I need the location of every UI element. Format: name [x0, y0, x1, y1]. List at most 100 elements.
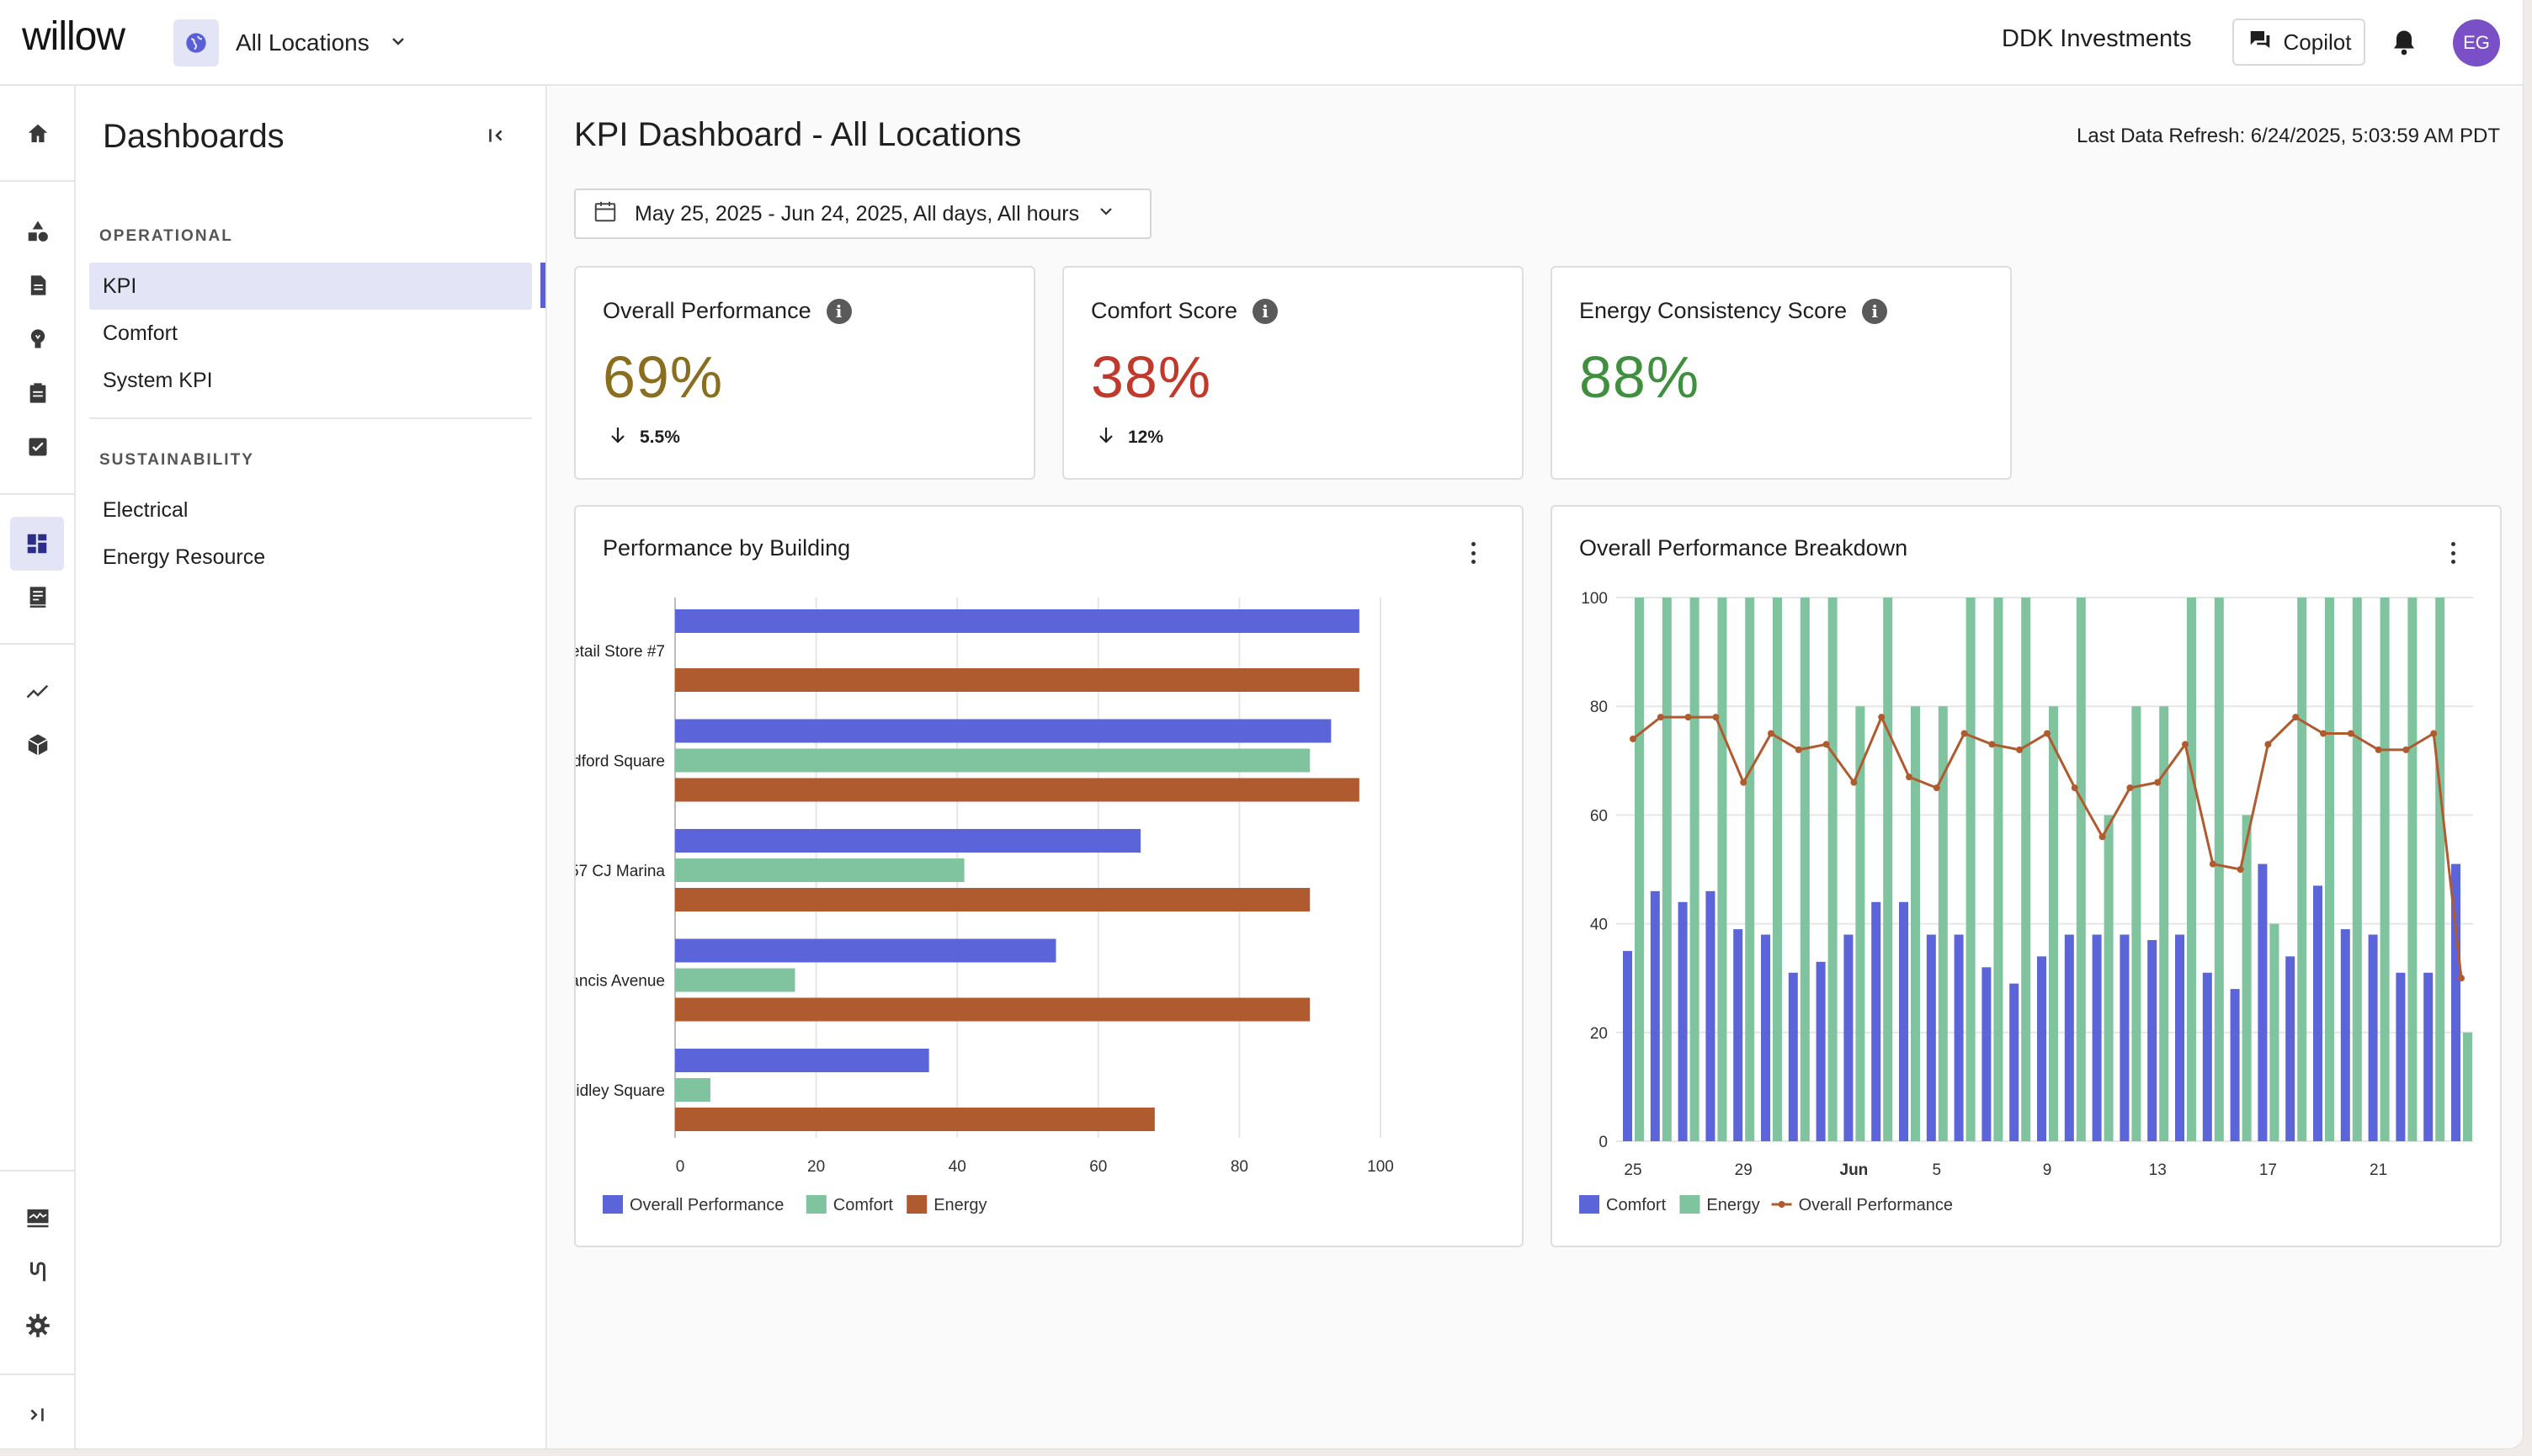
dashboard-icon[interactable]	[10, 517, 64, 571]
bar-energy	[2325, 598, 2334, 1141]
x-tick-label: 9	[2043, 1161, 2052, 1179]
bar-comfort	[675, 1078, 710, 1102]
point-overall-performance	[1822, 741, 1830, 748]
company-name[interactable]: DDK Investments	[2002, 25, 2192, 52]
bar-comfort	[2230, 989, 2240, 1141]
line-overall-performance	[1632, 714, 2463, 979]
connectors-icon[interactable]	[19, 1252, 57, 1291]
bar-comfort	[2451, 864, 2460, 1141]
bar-comfort	[1705, 890, 1715, 1141]
bar-energy	[2352, 598, 2362, 1141]
category-label: 220 Francis Avenue	[576, 973, 665, 991]
legend-label: Energy	[934, 1196, 987, 1214]
checkbox-icon[interactable]	[19, 428, 57, 466]
date-range-selector[interactable]: May 25, 2025 - Jun 24, 2025, All days, A…	[574, 189, 1152, 239]
bar-comfort	[2340, 929, 2350, 1141]
avatar[interactable]: EG	[2453, 19, 2500, 66]
bar-overall-performance	[675, 938, 1056, 963]
point-overall-performance	[1630, 735, 1636, 742]
dashboards-sidebar: Dashboards OPERATIONAL KPI Comfort Syste…	[77, 86, 547, 1448]
icon-rail	[0, 86, 76, 1448]
clipboard-icon[interactable]	[19, 374, 57, 412]
legend-swatch	[1679, 1195, 1700, 1214]
bar-overall-performance	[675, 1049, 929, 1072]
point-overall-performance	[1657, 714, 1664, 721]
bar-energy	[2297, 598, 2307, 1141]
home-icon[interactable]	[19, 114, 57, 153]
x-tick-label: 25	[1624, 1161, 1641, 1179]
location-selector[interactable]: All Locations	[173, 19, 408, 67]
willow-logo[interactable]: willow	[22, 14, 125, 59]
bar-energy	[2187, 598, 2196, 1141]
page-title: KPI Dashboard - All Locations	[574, 116, 1022, 153]
point-overall-performance	[1960, 730, 1968, 737]
bar-comfort	[1788, 972, 1798, 1141]
info-icon[interactable]: i	[1862, 298, 1888, 324]
chevron-down-icon	[1096, 201, 1116, 227]
more-options-icon[interactable]	[1465, 540, 1481, 566]
expand-icon[interactable]	[19, 1395, 57, 1434]
point-overall-performance	[2098, 833, 2106, 841]
info-icon[interactable]: i	[1253, 298, 1279, 324]
sidebar-item-energy-resource[interactable]: Energy Resource	[103, 545, 266, 569]
legend-label: Energy	[1706, 1196, 1759, 1214]
bar-comfort	[2258, 864, 2268, 1141]
document-icon[interactable]	[19, 266, 57, 305]
cube-icon[interactable]	[19, 725, 57, 764]
point-overall-performance	[2375, 746, 2382, 753]
sidebar-item-kpi[interactable]: KPI	[89, 263, 532, 310]
legend-swatch	[907, 1195, 928, 1214]
kpi-delta: 12%	[1128, 428, 1164, 447]
legend-swatch	[1778, 1201, 1785, 1208]
bar-comfort	[2175, 934, 2184, 1141]
chat-icon	[2247, 27, 2274, 58]
category-label: Retail Store #7	[576, 643, 665, 661]
sidebar-item-electrical[interactable]: Electrical	[103, 497, 189, 522]
main-content: KPI Dashboard - All Locations Last Data …	[549, 86, 2523, 1448]
info-icon[interactable]: i	[826, 298, 852, 324]
bar-comfort	[2396, 972, 2406, 1141]
point-overall-performance	[1906, 773, 1912, 781]
assets-icon[interactable]	[19, 212, 57, 251]
bar-energy	[675, 888, 1311, 911]
lightbulb-icon[interactable]	[19, 320, 57, 359]
bar-comfort	[2423, 972, 2434, 1141]
last-refresh: Last Data Refresh: 6/24/2025, 5:03:59 AM…	[2077, 125, 2500, 147]
sidebar-item-system-kpi[interactable]: System KPI	[103, 368, 213, 392]
performance-breakdown-chart: 0 20 40 60 80 100 25 29 Jun 5 9 13 17 21 Comfort Energy…	[1579, 590, 2473, 1214]
settings-icon[interactable]	[19, 1306, 57, 1345]
x-tick-label: 40	[949, 1158, 966, 1176]
trend-icon[interactable]	[19, 672, 57, 710]
bar-comfort	[2368, 934, 2378, 1141]
point-overall-performance	[1712, 714, 1720, 721]
y-tick-label: 20	[1590, 1025, 1608, 1043]
arrow-down-icon	[1096, 424, 1116, 451]
point-overall-performance	[1850, 778, 1858, 786]
sidebar-item-comfort[interactable]: Comfort	[103, 321, 178, 345]
bell-icon[interactable]	[2389, 25, 2419, 63]
bar-energy	[1911, 706, 1920, 1141]
bar-energy	[1689, 598, 1700, 1141]
point-overall-performance	[1933, 784, 1940, 792]
section-sustainability: SUSTAINABILITY	[99, 451, 254, 469]
more-options-icon[interactable]	[2444, 540, 2461, 566]
category-label: 101 Ridley Square	[576, 1082, 665, 1100]
bar-energy	[675, 997, 1311, 1022]
bar-energy	[2131, 706, 2141, 1141]
x-tick-label: 29	[1735, 1161, 1753, 1179]
monitor-icon[interactable]	[19, 1198, 57, 1237]
report-icon[interactable]	[19, 577, 57, 616]
bar-energy	[1635, 598, 1644, 1141]
bar-energy	[1938, 706, 1948, 1141]
bar-energy	[1827, 598, 1838, 1141]
point-overall-performance	[2071, 784, 2078, 792]
copilot-button[interactable]: Copilot	[2232, 19, 2365, 66]
location-label: All Locations	[236, 29, 370, 56]
x-tick-label: 100	[1367, 1158, 1394, 1176]
bar-comfort	[1843, 934, 1854, 1141]
collapse-icon[interactable]	[485, 125, 507, 151]
legend-label: Comfort	[1606, 1196, 1667, 1214]
bar-comfort	[1981, 967, 1992, 1141]
bar-comfort	[1954, 934, 1964, 1141]
active-indicator	[540, 263, 545, 308]
